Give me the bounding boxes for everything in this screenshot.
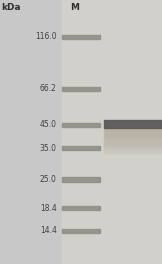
- Bar: [104, 120, 162, 128]
- Bar: [104, 140, 162, 141]
- Text: 66.2: 66.2: [40, 84, 57, 93]
- Text: 45.0: 45.0: [40, 120, 57, 129]
- Text: 14.4: 14.4: [40, 227, 57, 235]
- Bar: [104, 151, 162, 152]
- Bar: [104, 134, 162, 135]
- Bar: [104, 150, 162, 151]
- Bar: [104, 129, 162, 130]
- Bar: [104, 152, 162, 153]
- Bar: [104, 139, 162, 140]
- Bar: [104, 132, 162, 133]
- Bar: [62, 206, 100, 210]
- Bar: [104, 145, 162, 146]
- Bar: [104, 149, 162, 150]
- Bar: [104, 134, 162, 135]
- Bar: [104, 137, 162, 138]
- Text: 25.0: 25.0: [40, 175, 57, 184]
- Bar: [104, 128, 162, 129]
- Bar: [104, 147, 162, 148]
- Text: M: M: [70, 3, 79, 12]
- Bar: [104, 142, 162, 143]
- Bar: [62, 146, 100, 150]
- Bar: [104, 141, 162, 142]
- Bar: [62, 177, 100, 182]
- Bar: [104, 138, 162, 139]
- Bar: [104, 150, 162, 151]
- Bar: [62, 35, 100, 39]
- Bar: [104, 153, 162, 154]
- Bar: [104, 130, 162, 131]
- Bar: [104, 138, 162, 139]
- Bar: [104, 147, 162, 148]
- Bar: [104, 131, 162, 132]
- Bar: [104, 152, 162, 153]
- Bar: [104, 143, 162, 144]
- Bar: [104, 133, 162, 134]
- Bar: [62, 123, 100, 127]
- Text: kDa: kDa: [2, 3, 21, 12]
- Bar: [104, 143, 162, 144]
- Bar: [62, 229, 100, 233]
- Bar: [104, 148, 162, 149]
- Text: 116.0: 116.0: [35, 32, 57, 41]
- Bar: [104, 136, 162, 137]
- Text: 35.0: 35.0: [40, 144, 57, 153]
- Text: 18.4: 18.4: [40, 204, 57, 213]
- Bar: [104, 144, 162, 145]
- Bar: [62, 87, 100, 91]
- Bar: [104, 135, 162, 136]
- Bar: [104, 146, 162, 147]
- Bar: [62, 0, 162, 264]
